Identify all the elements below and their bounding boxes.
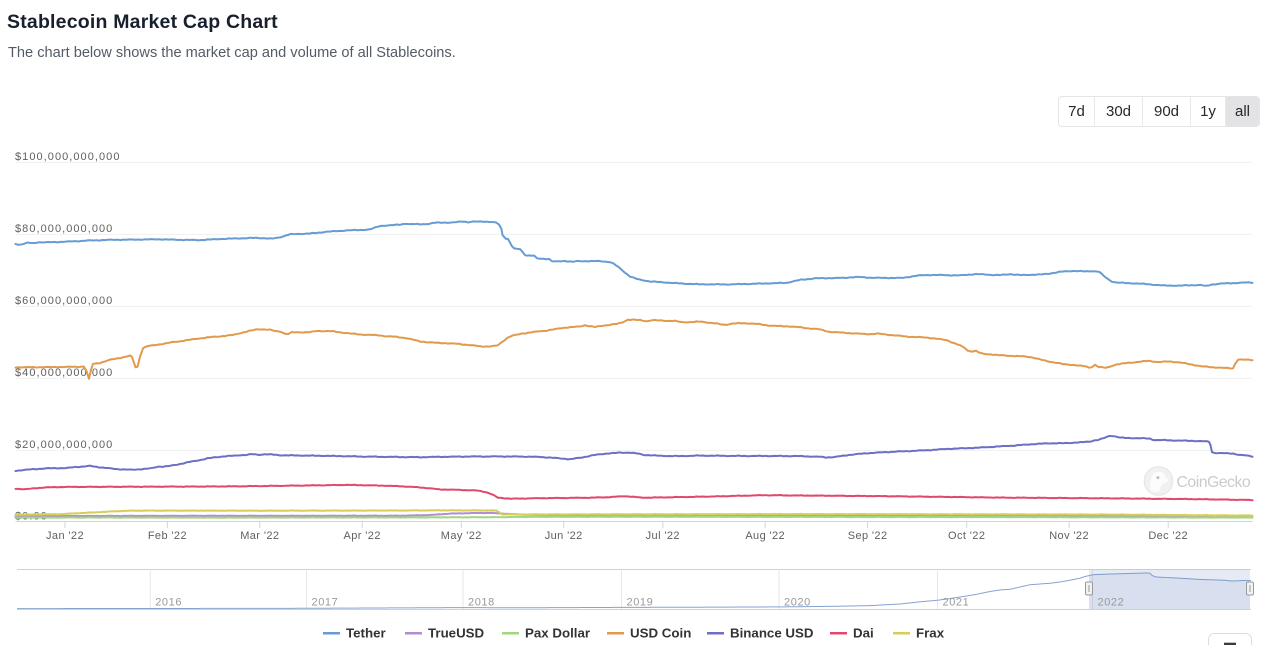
svg-text:2018: 2018 [468,597,495,609]
svg-text:Jan '22: Jan '22 [46,530,84,542]
svg-text:$80,000,000,000: $80,000,000,000 [15,223,113,235]
svg-text:Sep '22: Sep '22 [848,530,888,542]
svg-text:$20,000,000,000: $20,000,000,000 [15,439,113,451]
svg-text:Binance USD: Binance USD [730,626,814,641]
svg-text:2016: 2016 [155,597,182,609]
svg-text:$60,000,000,000: $60,000,000,000 [15,295,113,307]
svg-text:Tether: Tether [346,626,386,641]
svg-text:May '22: May '22 [441,530,482,542]
svg-text:Oct '22: Oct '22 [948,530,985,542]
svg-text:Jun '22: Jun '22 [545,530,583,542]
svg-text:Pax Dollar: Pax Dollar [525,626,590,641]
svg-text:Jul '22: Jul '22 [646,530,680,542]
svg-text:$100,000,000,000: $100,000,000,000 [15,151,121,163]
svg-text:Mar '22: Mar '22 [240,530,279,542]
svg-text:Frax: Frax [916,626,945,641]
svg-text:2021: 2021 [943,597,970,609]
svg-text:CoinGecko: CoinGecko [1177,474,1251,491]
svg-text:$40,000,000,000: $40,000,000,000 [15,367,113,379]
svg-text:2022: 2022 [1098,597,1125,609]
svg-text:Aug '22: Aug '22 [745,530,785,542]
svg-text:Dec '22: Dec '22 [1148,530,1188,542]
svg-text:2019: 2019 [627,597,654,609]
svg-text:2017: 2017 [312,597,339,609]
svg-text:Dai: Dai [853,626,874,641]
svg-text:Nov '22: Nov '22 [1049,530,1089,542]
svg-text:TrueUSD: TrueUSD [428,626,485,641]
svg-text:Apr '22: Apr '22 [344,530,381,542]
svg-text:Feb '22: Feb '22 [148,530,187,542]
svg-text:USD Coin: USD Coin [630,626,691,641]
svg-text:2020: 2020 [784,597,811,609]
